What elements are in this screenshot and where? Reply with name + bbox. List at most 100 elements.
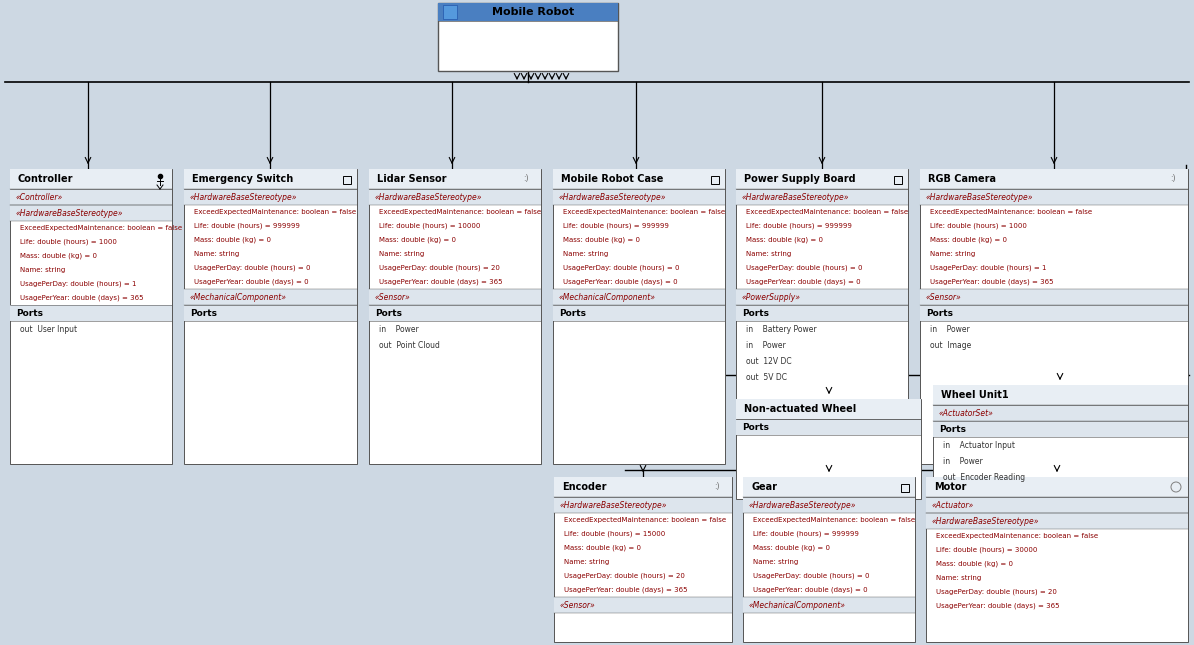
Text: Power Supply Board: Power Supply Board bbox=[744, 174, 856, 184]
Text: UsagePerDay: double (hours) = 1: UsagePerDay: double (hours) = 1 bbox=[930, 264, 1046, 272]
Text: «HardwareBaseStereotype»: «HardwareBaseStereotype» bbox=[190, 192, 297, 201]
Bar bbox=[553, 289, 725, 305]
Text: ExceedExpectedMaintenance: boolean = false: ExceedExpectedMaintenance: boolean = fal… bbox=[753, 517, 915, 523]
Bar bbox=[921, 305, 1188, 321]
Text: Life: double (hours) = 999999: Life: double (hours) = 999999 bbox=[564, 223, 669, 229]
Text: ExceedExpectedMaintenance: boolean = false: ExceedExpectedMaintenance: boolean = fal… bbox=[746, 209, 909, 215]
Text: Controller: Controller bbox=[18, 174, 74, 184]
Bar bbox=[901, 484, 909, 492]
Text: in    Power: in Power bbox=[930, 324, 970, 333]
Text: UsagePerYear: double (days) = 365: UsagePerYear: double (days) = 365 bbox=[378, 279, 503, 285]
Bar bbox=[10, 305, 172, 321]
Text: Ports: Ports bbox=[559, 308, 586, 317]
Text: Life: double (hours) = 999999: Life: double (hours) = 999999 bbox=[753, 531, 858, 537]
Bar bbox=[743, 597, 915, 613]
Text: «MechanicalComponent»: «MechanicalComponent» bbox=[559, 292, 656, 301]
Bar bbox=[736, 169, 907, 189]
Text: in    Power: in Power bbox=[378, 324, 419, 333]
Text: UsagePerDay: double (hours) = 0: UsagePerDay: double (hours) = 0 bbox=[746, 264, 862, 272]
Bar bbox=[736, 399, 921, 419]
Text: in    Actuator Input: in Actuator Input bbox=[943, 441, 1015, 450]
Text: UsagePerYear: double (days) = 0: UsagePerYear: double (days) = 0 bbox=[193, 279, 308, 285]
Text: «Actuator»: «Actuator» bbox=[933, 501, 974, 510]
Text: ExceedExpectedMaintenance: boolean = false: ExceedExpectedMaintenance: boolean = fal… bbox=[564, 517, 726, 523]
Bar bbox=[933, 385, 1188, 405]
Bar bbox=[184, 305, 357, 321]
Text: Name: string: Name: string bbox=[753, 559, 799, 565]
Bar bbox=[927, 513, 1188, 529]
Text: Ports: Ports bbox=[16, 308, 43, 317]
Text: UsagePerDay: double (hours) = 0: UsagePerDay: double (hours) = 0 bbox=[564, 264, 679, 272]
Bar bbox=[554, 497, 732, 513]
Bar bbox=[438, 3, 618, 71]
Text: Mass: double (kg) = 0: Mass: double (kg) = 0 bbox=[20, 253, 97, 259]
Bar bbox=[710, 176, 719, 184]
Text: Ports: Ports bbox=[741, 308, 769, 317]
Text: Gear: Gear bbox=[751, 482, 777, 492]
Text: «HardwareBaseStereotype»: «HardwareBaseStereotype» bbox=[741, 192, 849, 201]
Text: UsagePerYear: double (days) = 365: UsagePerYear: double (days) = 365 bbox=[930, 279, 1053, 285]
Text: «HardwareBaseStereotype»: «HardwareBaseStereotype» bbox=[559, 192, 666, 201]
Bar bbox=[553, 189, 725, 205]
Bar bbox=[184, 189, 357, 205]
Text: «MechanicalComponent»: «MechanicalComponent» bbox=[749, 600, 847, 610]
Bar bbox=[894, 176, 901, 184]
Text: Life: double (hours) = 15000: Life: double (hours) = 15000 bbox=[564, 531, 665, 537]
Text: «HardwareBaseStereotype»: «HardwareBaseStereotype» bbox=[16, 208, 123, 217]
Bar bbox=[736, 419, 921, 435]
Text: UsagePerYear: double (days) = 365: UsagePerYear: double (days) = 365 bbox=[20, 295, 143, 301]
Text: Motor: Motor bbox=[934, 482, 966, 492]
Text: «HardwareBaseStereotype»: «HardwareBaseStereotype» bbox=[749, 501, 856, 510]
Text: out  12V DC: out 12V DC bbox=[746, 357, 792, 366]
Text: «Sensor»: «Sensor» bbox=[560, 600, 596, 610]
Bar bbox=[736, 399, 921, 499]
Bar bbox=[10, 189, 172, 205]
Bar bbox=[553, 305, 725, 321]
Text: UsagePerYear: double (days) = 365: UsagePerYear: double (days) = 365 bbox=[936, 602, 1059, 610]
Text: Mass: double (kg) = 0: Mass: double (kg) = 0 bbox=[753, 545, 830, 551]
Text: Life: double (hours) = 1000: Life: double (hours) = 1000 bbox=[20, 239, 117, 245]
Bar bbox=[184, 289, 357, 305]
Bar bbox=[369, 305, 541, 321]
Bar bbox=[554, 477, 732, 642]
Bar bbox=[369, 189, 541, 205]
Bar bbox=[184, 169, 357, 464]
Bar bbox=[933, 385, 1188, 515]
Text: Life: double (hours) = 30000: Life: double (hours) = 30000 bbox=[936, 547, 1038, 553]
Text: ExceedExpectedMaintenance: boolean = false: ExceedExpectedMaintenance: boolean = fal… bbox=[564, 209, 725, 215]
Text: Mass: double (kg) = 0: Mass: double (kg) = 0 bbox=[564, 237, 640, 243]
Bar bbox=[184, 169, 357, 189]
Text: Emergency Switch: Emergency Switch bbox=[192, 174, 294, 184]
Text: «ActuatorSet»: «ActuatorSet» bbox=[938, 408, 993, 417]
Bar bbox=[10, 169, 172, 189]
Text: «Sensor»: «Sensor» bbox=[927, 292, 961, 301]
Text: :): :) bbox=[523, 175, 529, 183]
Bar bbox=[933, 421, 1188, 437]
Bar bbox=[736, 169, 907, 464]
Text: Ports: Ports bbox=[741, 422, 769, 432]
Bar bbox=[736, 189, 907, 205]
Text: Name: string: Name: string bbox=[20, 267, 66, 273]
Bar bbox=[736, 289, 907, 305]
Bar bbox=[933, 405, 1188, 421]
Bar bbox=[743, 477, 915, 642]
Text: Mobile Robot Case: Mobile Robot Case bbox=[561, 174, 664, 184]
Text: in    Power: in Power bbox=[746, 341, 786, 350]
Text: Mobile Robot: Mobile Robot bbox=[492, 7, 574, 17]
Text: «HardwareBaseStereotype»: «HardwareBaseStereotype» bbox=[927, 192, 1034, 201]
Text: Mass: double (kg) = 0: Mass: double (kg) = 0 bbox=[936, 561, 1013, 567]
Text: :): :) bbox=[1170, 175, 1176, 183]
Bar bbox=[927, 477, 1188, 497]
Bar bbox=[553, 169, 725, 464]
Text: Ports: Ports bbox=[938, 424, 966, 433]
Text: Name: string: Name: string bbox=[193, 251, 239, 257]
Bar bbox=[369, 169, 541, 464]
Text: Ports: Ports bbox=[927, 308, 953, 317]
Text: Life: double (hours) = 999999: Life: double (hours) = 999999 bbox=[193, 223, 300, 229]
Text: out  Point Cloud: out Point Cloud bbox=[378, 341, 439, 350]
Text: ExceedExpectedMaintenance: boolean = false: ExceedExpectedMaintenance: boolean = fal… bbox=[193, 209, 356, 215]
Bar bbox=[10, 169, 172, 464]
Bar bbox=[343, 176, 351, 184]
Bar bbox=[736, 305, 907, 321]
Text: Name: string: Name: string bbox=[746, 251, 792, 257]
